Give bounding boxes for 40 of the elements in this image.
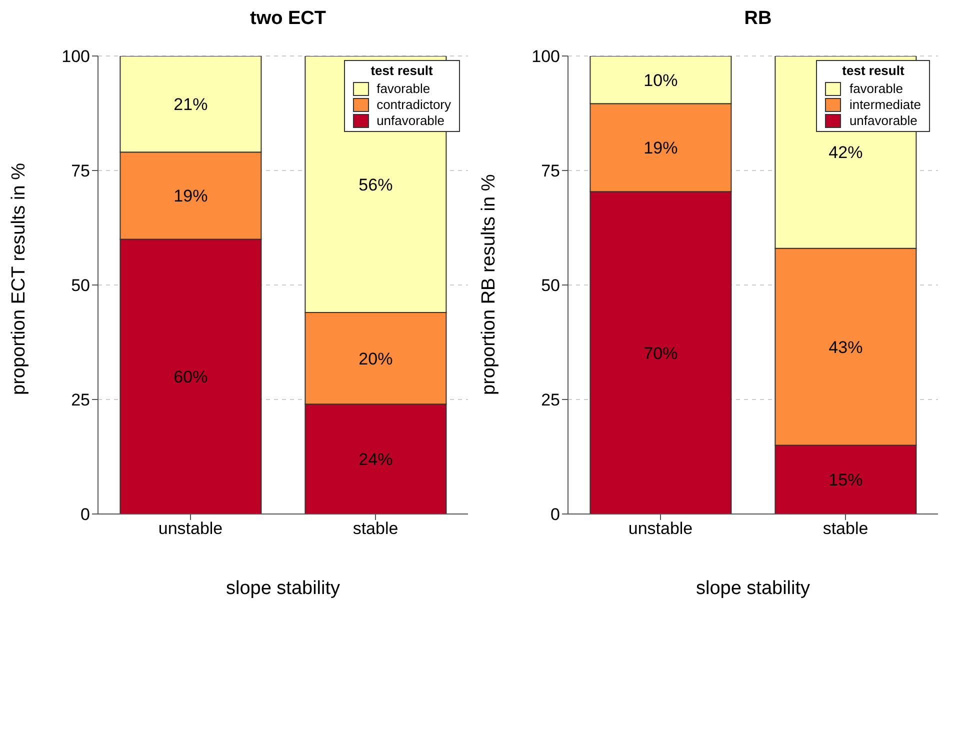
legend-label: intermediate [849, 97, 921, 113]
data-label: 60% [174, 368, 208, 387]
y-tick-label: 75 [541, 162, 560, 181]
data-label: 56% [358, 175, 393, 194]
data-label: 20% [358, 349, 393, 368]
y-tick-label: 50 [71, 276, 90, 296]
data-label: 19% [174, 186, 208, 206]
y-tick-label: 25 [71, 390, 90, 410]
data-label: 24% [358, 450, 393, 470]
y-tick-label: 50 [541, 276, 560, 296]
x-axis-title: slope stability [226, 578, 341, 599]
legend-label: contradictory [376, 97, 451, 113]
y-tick-label: 100 [532, 47, 560, 66]
y-tick-label: 0 [80, 505, 90, 524]
legend-label: unfavorable [376, 113, 445, 129]
x-tick-label: stable [352, 519, 398, 538]
chart-title: RB [743, 8, 773, 31]
data-label: 43% [828, 338, 863, 357]
y-tick-label: 0 [550, 505, 560, 524]
data-label: 15% [828, 470, 863, 490]
x-tick-label: unstable [158, 519, 223, 538]
data-label: 10% [644, 70, 678, 90]
legend-label: favorable [849, 81, 903, 97]
legend-label: favorable [376, 81, 430, 97]
x-axis-title: slope stability [696, 578, 811, 599]
chart-title: two ECT [249, 8, 327, 31]
y-tick-label: 75 [71, 162, 90, 181]
legend-title: test result [841, 63, 906, 78]
x-tick-label: unstable [628, 519, 693, 538]
y-axis-title: proportion ECT results in % [8, 162, 30, 395]
y-tick-label: 100 [62, 47, 90, 66]
legend-label: unfavorable [849, 113, 918, 129]
data-label: 70% [644, 344, 678, 363]
y-tick-label: 25 [541, 390, 560, 410]
data-label: 21% [174, 95, 208, 114]
x-tick-label: stable [822, 519, 868, 538]
data-label: 19% [644, 138, 678, 158]
data-label: 42% [828, 143, 863, 162]
y-axis-title: proportion RB results in % [478, 174, 500, 395]
legend-title: test result [370, 63, 434, 78]
